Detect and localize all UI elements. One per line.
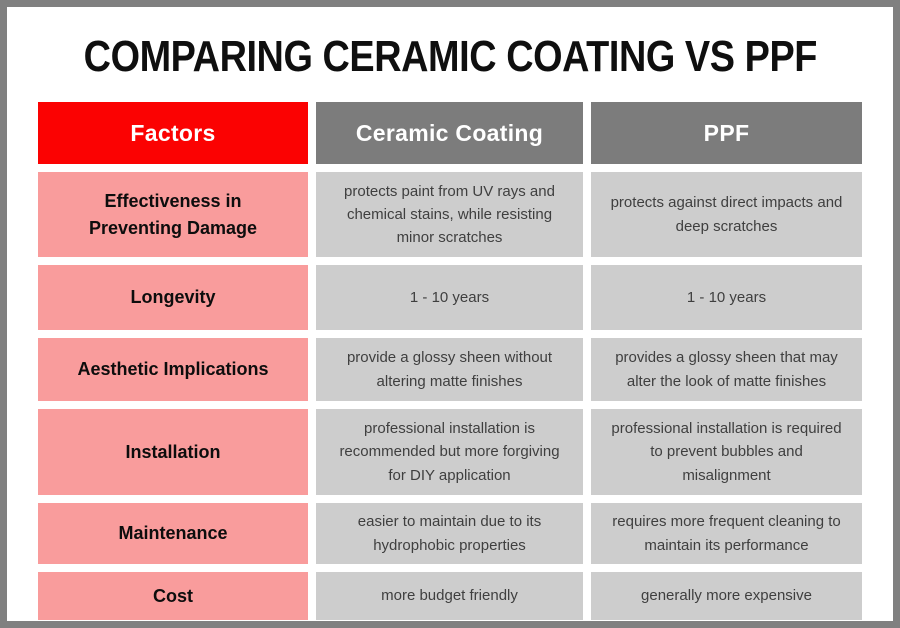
row-aesthetic-factor-cell: Aesthetic Implications bbox=[38, 338, 308, 401]
row-effectiveness-ceramic-cell: protects paint from UV rays and chemical… bbox=[316, 172, 583, 257]
header-cell-ceramic-coating: Ceramic Coating bbox=[316, 102, 583, 164]
row-maintenance-ceramic-cell: easier to maintain due to its hydrophobi… bbox=[316, 503, 583, 564]
row-maintenance-ppf-cell: requires more frequent cleaning to maint… bbox=[591, 503, 862, 564]
header-cell-ppf: PPF bbox=[591, 102, 862, 164]
row-longevity-ceramic-cell: 1 - 10 years bbox=[316, 265, 583, 330]
row-cost-factor-cell: Cost bbox=[38, 572, 308, 620]
page-title-text: COMPARING CERAMIC COATING VS PPF bbox=[83, 32, 817, 81]
row-maintenance-factor-cell: Maintenance bbox=[38, 503, 308, 564]
row-effectiveness-factor-cell: Effectiveness in Preventing Damage bbox=[38, 172, 308, 257]
row-cost-ceramic-cell: more budget friendly bbox=[316, 572, 583, 620]
row-installation-factor-cell: Installation bbox=[38, 409, 308, 495]
row-installation-ppf-cell: professional installation is required to… bbox=[591, 409, 862, 495]
row-aesthetic-ppf-cell: provides a glossy sheen that may alter t… bbox=[591, 338, 862, 401]
row-longevity-ppf-cell: 1 - 10 years bbox=[591, 265, 862, 330]
page-title: COMPARING CERAMIC COATING VS PPF bbox=[7, 29, 893, 85]
comparison-table: Factors Ceramic Coating PPF Effectivenes… bbox=[38, 102, 862, 620]
row-longevity-factor-cell: Longevity bbox=[38, 265, 308, 330]
row-cost-ppf-cell: generally more expensive bbox=[591, 572, 862, 620]
row-aesthetic-ceramic-cell: provide a glossy sheen without altering … bbox=[316, 338, 583, 401]
row-effectiveness-ppf-cell: protects against direct impacts and deep… bbox=[591, 172, 862, 257]
row-installation-ceramic-cell: professional installation is recommended… bbox=[316, 409, 583, 495]
header-cell-factors: Factors bbox=[38, 102, 308, 164]
